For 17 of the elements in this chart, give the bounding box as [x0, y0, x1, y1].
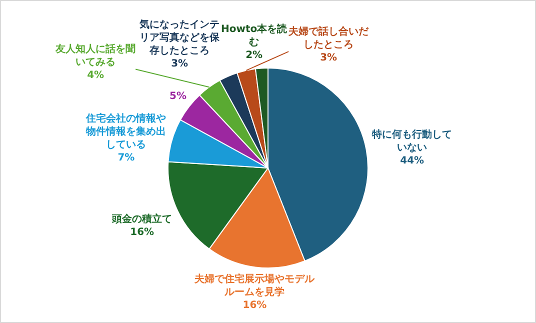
slice-label: 夫婦で住宅展示場やモデルルームを見学: [194, 273, 316, 298]
slice-label: 住宅会社の情報や物件情報を集め出している: [85, 112, 166, 150]
data-label: 3%: [320, 52, 338, 64]
slice-label: 友人知人に話を聞いてみる: [54, 43, 136, 68]
slice-label: Howto本を読む: [221, 23, 288, 48]
data-label: 5%: [170, 91, 187, 102]
data-label: 16%: [130, 227, 154, 238]
data-label: 2%: [246, 50, 263, 62]
slice-label: 頭金の積立て: [111, 213, 172, 226]
data-label: 3%: [171, 58, 188, 70]
data-label: 44%: [400, 156, 424, 167]
data-label: 4%: [87, 70, 104, 82]
data-label: 16%: [242, 300, 267, 312]
data-label: 7%: [118, 152, 135, 164]
slice-label: 気になったインテリア写真などを保存したところ: [138, 18, 221, 57]
slice-label: 特に何も行動していない: [371, 128, 452, 154]
slice-label: 夫婦で話し合いだしたところ: [288, 26, 370, 51]
